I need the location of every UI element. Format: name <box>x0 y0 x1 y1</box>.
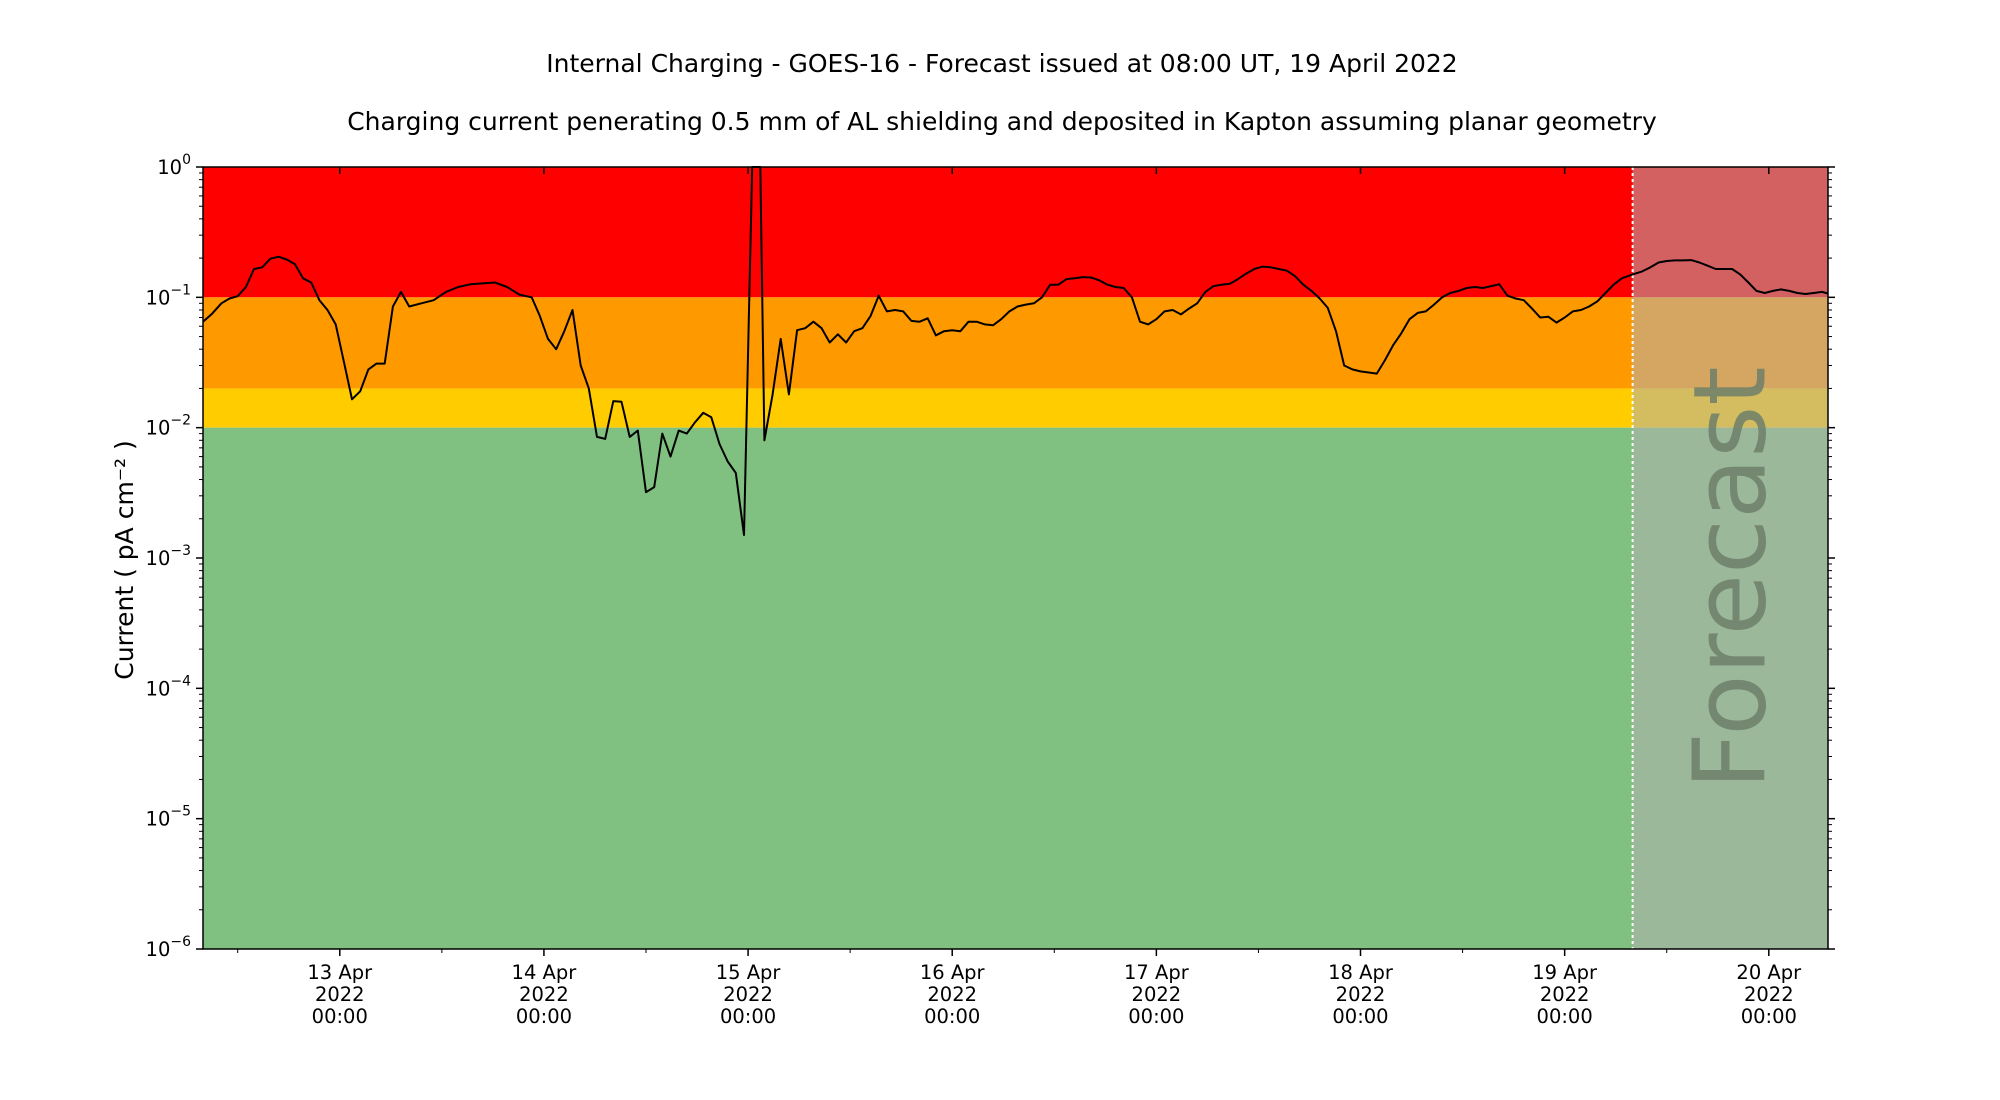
x-tick-label: 00:00 <box>720 1005 776 1028</box>
x-tick-label: 00:00 <box>1537 1005 1593 1028</box>
forecast-overlay <box>1632 167 1828 949</box>
x-tick-label: 2022 <box>723 983 773 1006</box>
x-tick-label: 20 Apr <box>1736 961 1802 984</box>
data-series <box>202 166 1829 536</box>
y-axis-label: Current ( pA cm⁻² ) <box>110 440 139 679</box>
chart-title: Internal Charging - GOES-16 - Forecast i… <box>546 49 1457 78</box>
x-tick-label: 16 Apr <box>920 961 986 984</box>
x-tick-label: 18 Apr <box>1328 961 1394 984</box>
x-tick-label: 2022 <box>1540 983 1590 1006</box>
y-tick-label: 10−4 <box>146 673 192 700</box>
forecast-label: Forecast <box>1671 366 1788 789</box>
y-tick-label: 10−5 <box>146 804 191 831</box>
x-tick-label: 00:00 <box>924 1005 980 1028</box>
x-tick-label: 15 Apr <box>716 961 782 984</box>
y-tick-label: 10−6 <box>146 934 192 961</box>
x-tick-label: 14 Apr <box>512 961 578 984</box>
x-tick-label: 00:00 <box>1332 1005 1388 1028</box>
chart-subtitle: Charging current penerating 0.5 mm of AL… <box>347 107 1657 136</box>
x-tick-label: 2022 <box>315 983 365 1006</box>
x-tick-label: 2022 <box>519 983 569 1006</box>
x-tick-label: 17 Apr <box>1124 961 1190 984</box>
x-tick-label: 19 Apr <box>1532 961 1598 984</box>
band-yellow <box>203 388 1828 428</box>
y-tick-label: 10−3 <box>146 543 191 570</box>
x-tick-label: 00:00 <box>312 1005 368 1028</box>
x-tick-label: 2022 <box>1132 983 1182 1006</box>
x-tick-label: 2022 <box>1744 983 1794 1006</box>
band-green <box>203 427 1828 950</box>
risk-bands <box>203 167 1828 950</box>
band-red <box>203 167 1828 298</box>
series-line-0 <box>202 166 1829 536</box>
y-tick-label: 10−1 <box>146 282 191 309</box>
x-tick-label: 13 Apr <box>307 961 373 984</box>
y-tick-label: 100 <box>157 152 191 179</box>
x-tick-label: 00:00 <box>516 1005 572 1028</box>
x-tick-label: 2022 <box>1336 983 1386 1006</box>
y-axis: 100 10−1 10−2 10−3 10−4 10−5 10−6 <box>146 152 1835 961</box>
x-tick-label: 2022 <box>927 983 977 1006</box>
forecast-region: Forecast <box>1631 167 1828 949</box>
x-tick-label: 00:00 <box>1741 1005 1797 1028</box>
x-tick-label: 00:00 <box>1128 1005 1184 1028</box>
y-tick-label: 10−2 <box>146 413 191 440</box>
band-orange <box>203 297 1828 389</box>
